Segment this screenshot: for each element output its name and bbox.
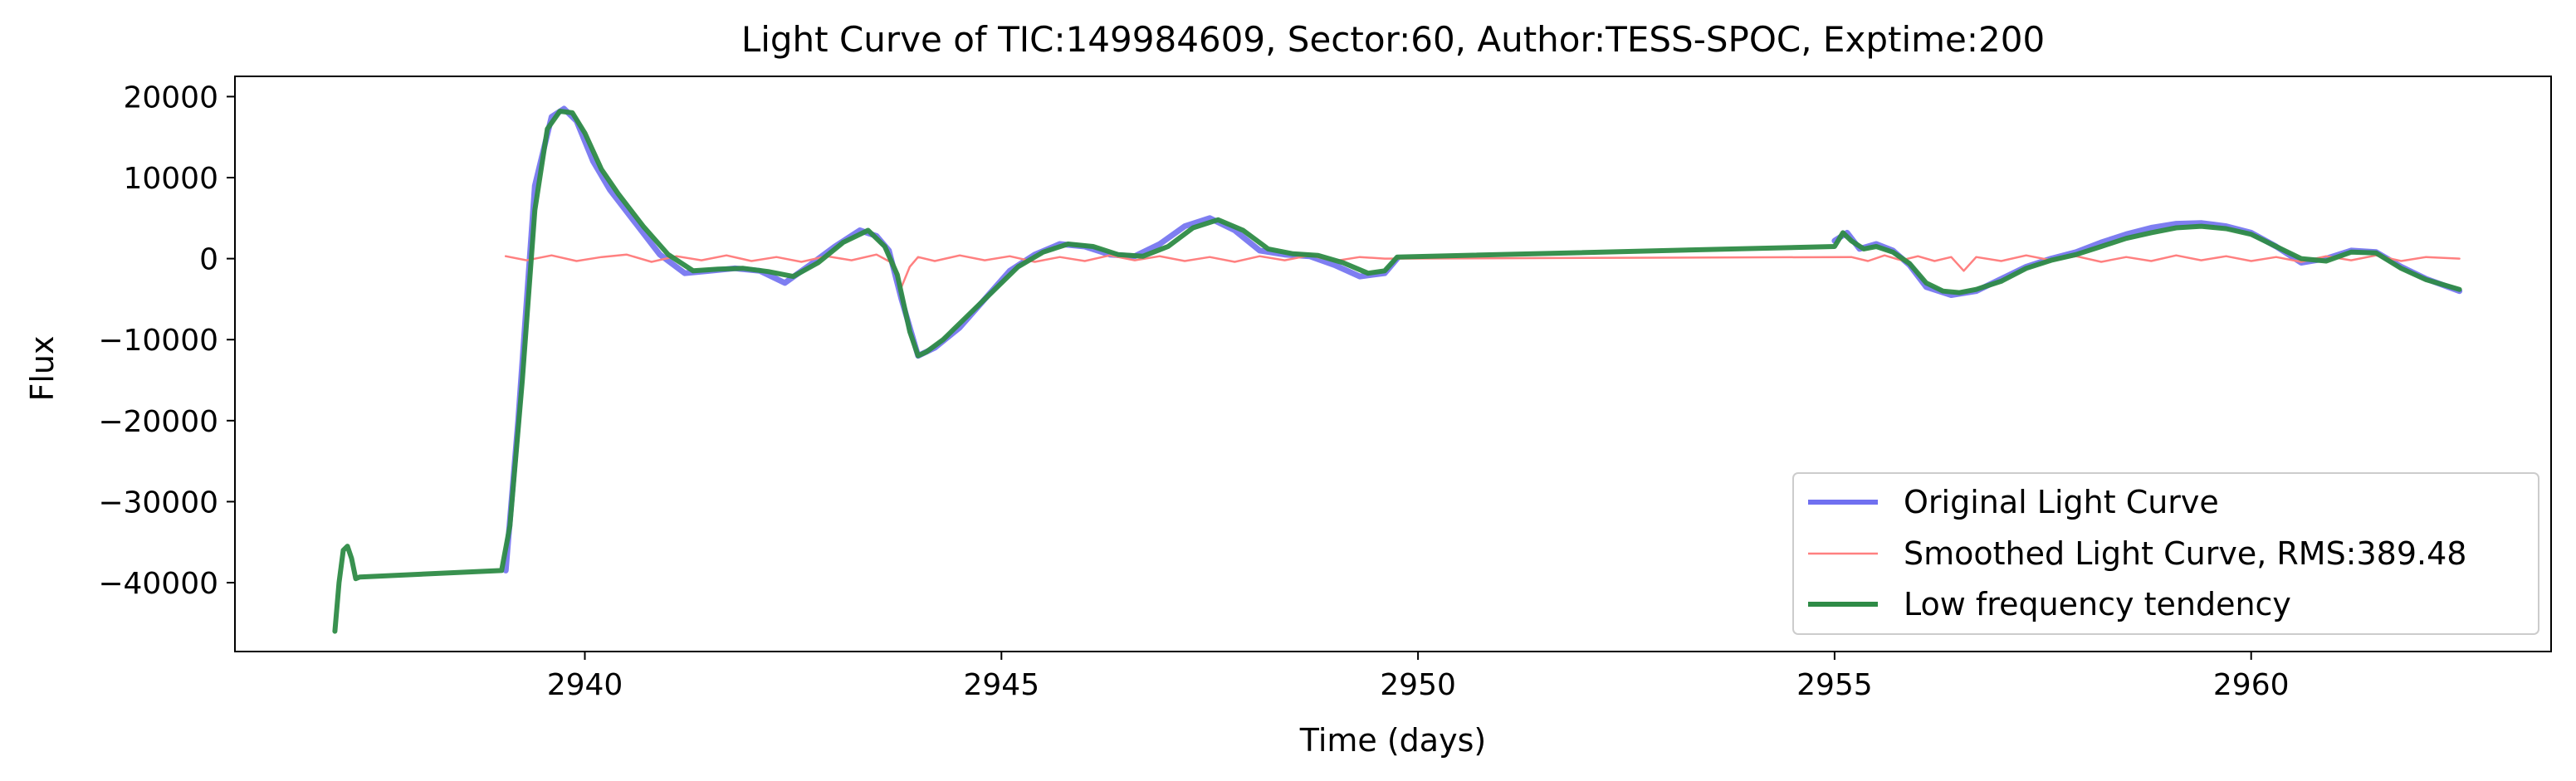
x-tick-label: 2955 [1796,668,1873,702]
y-tick-label: −20000 [98,405,218,439]
legend-label-smoothed: Smoothed Light Curve, RMS:389.48 [1904,535,2466,572]
low-frequency-tendency-line [332,109,2462,634]
x-tick-label: 2950 [1380,668,1456,702]
x-tick-label: 2940 [547,668,623,702]
legend-box [1792,472,2539,635]
y-tick-label: −40000 [98,567,218,601]
y-tick-label: 10000 [123,162,218,196]
legend-label-original: Original Light Curve [1904,484,2219,520]
smoothed-light-curve-line [504,253,2461,289]
x-tick-label: 2960 [2213,668,2290,702]
x-tick-label: 2945 [963,668,1039,702]
y-tick-label: 0 [199,243,218,277]
y-tick-label: −30000 [98,486,218,520]
legend: Original Light Curve Smoothed Light Curv… [1792,472,2539,635]
y-axis-label: Flux [24,336,61,402]
y-tick-label: 20000 [123,81,218,115]
legend-label-low-frequency: Low frequency tendency [1904,586,2291,622]
x-axis-label: Time (days) [1299,722,1486,759]
y-axis-ticks: 20000 10000 0 −10000 −20000 −30000 −40000 [98,81,235,601]
y-tick-label: −10000 [98,324,218,358]
x-axis-ticks: 2940 2945 2950 2955 2960 [547,652,2290,702]
plot-area-frame [234,76,2552,652]
plot-lines [332,105,2463,634]
chart-title: Light Curve of TIC:149984609, Sector:60,… [741,19,2045,60]
